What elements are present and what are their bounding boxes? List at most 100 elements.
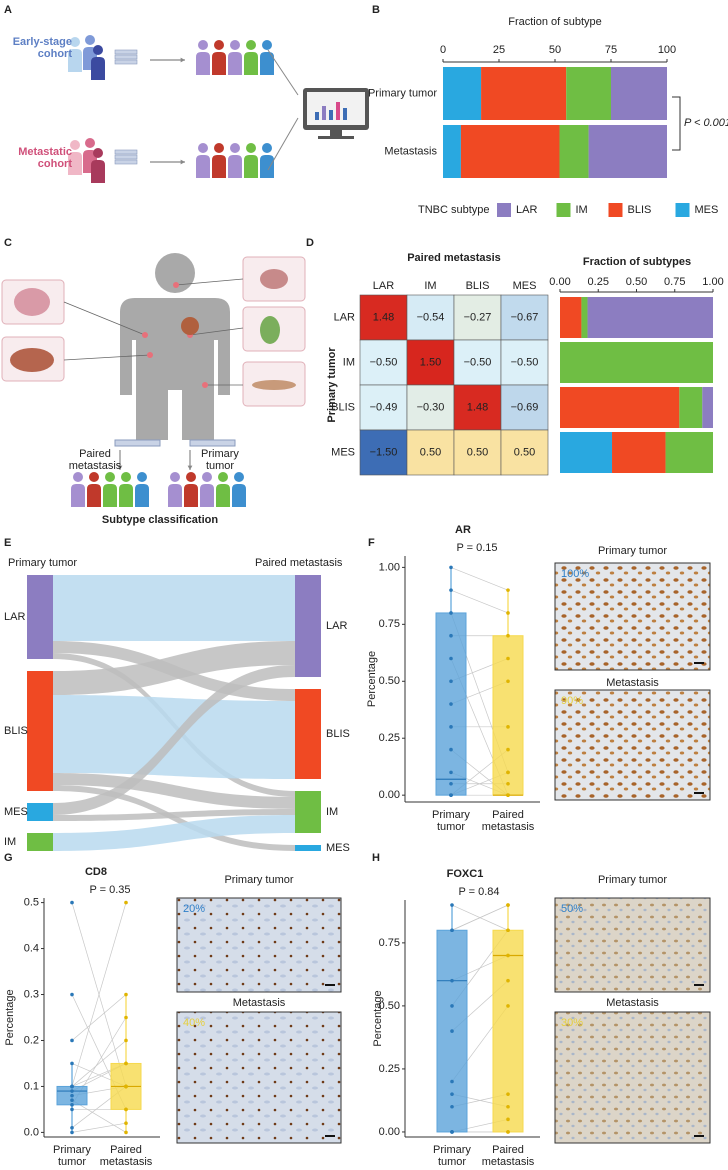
y-tick-label: Primary tumor	[368, 87, 437, 99]
person-icon	[244, 52, 258, 75]
bar-segment	[560, 432, 613, 473]
x-tick-label: 0.75	[664, 276, 685, 288]
point	[449, 679, 453, 684]
image-title: Metastasis	[606, 997, 659, 1009]
body-torso	[120, 298, 230, 440]
person-icon	[196, 155, 210, 178]
arrow-head	[187, 465, 193, 470]
heatmap-cell	[406, 294, 455, 341]
image-title: Metastasis	[233, 997, 286, 1009]
point	[70, 992, 74, 997]
y-tick-label: 0.75	[379, 937, 400, 949]
y-axis-label: Percentage	[4, 989, 16, 1045]
chart-title: FOXC1	[447, 868, 484, 880]
point	[506, 903, 510, 907]
point	[449, 781, 453, 786]
x-tick-label: 25	[493, 44, 505, 56]
cell-label: −0.50	[511, 356, 539, 368]
connector	[267, 49, 299, 96]
person-icon	[246, 143, 256, 153]
x-tick-label: Primary tumor	[433, 1144, 471, 1168]
image-label: 20%	[183, 903, 205, 915]
person-icon	[186, 472, 196, 482]
node	[27, 833, 53, 851]
heatmap-cell	[453, 384, 502, 431]
computer-chart-bar	[336, 102, 340, 120]
node-label: MES	[4, 806, 28, 818]
person-icon	[218, 472, 228, 482]
heatmap-cell	[359, 429, 408, 476]
x-tick-label: Primary tumor	[432, 809, 470, 833]
point	[506, 1004, 510, 1008]
x-tick-label: 50	[549, 44, 561, 56]
slide-icon	[189, 439, 236, 447]
x-tick-label: MES	[513, 280, 537, 292]
legend-label: LAR	[516, 204, 537, 216]
heatmap-cell	[453, 339, 502, 386]
node	[27, 803, 53, 821]
x-tick-label: Paired metastasis	[99, 1144, 153, 1168]
connector	[63, 301, 146, 336]
site-dot	[147, 352, 153, 358]
person-icon	[93, 45, 103, 55]
person-icon	[70, 37, 80, 47]
point	[70, 1084, 74, 1089]
legend-swatch	[497, 203, 511, 217]
person-icon	[168, 484, 182, 507]
flow	[53, 665, 295, 815]
heatmap-cell	[406, 339, 455, 386]
person-icon	[105, 472, 115, 482]
heatmap-cell	[500, 429, 549, 476]
x-tick-label: Primary tumor	[53, 1144, 91, 1168]
heatmap-cell	[406, 429, 455, 476]
point	[124, 1084, 128, 1089]
flow	[53, 815, 295, 851]
cell-label: −0.54	[417, 311, 445, 323]
cell-label: 1.48	[373, 311, 394, 323]
slide-icon	[114, 54, 138, 60]
point	[450, 1004, 454, 1008]
point	[506, 633, 510, 638]
bar-segment	[560, 297, 582, 338]
node-label: BLIS	[4, 725, 28, 737]
person-icon	[260, 52, 274, 75]
bar-segment	[581, 297, 588, 338]
cell-label: −0.50	[370, 356, 398, 368]
point	[506, 1104, 510, 1109]
point	[70, 1061, 74, 1066]
bar-segment	[566, 67, 611, 120]
pair-line	[450, 589, 509, 614]
node-label: LAR	[4, 611, 25, 623]
bar-segment	[588, 125, 667, 178]
image-title: Primary tumor	[224, 874, 293, 886]
x-tick-label: 1.00	[702, 276, 723, 288]
cohort-label: Metastatic cohort	[18, 146, 72, 170]
point	[449, 633, 453, 638]
person-icon	[73, 472, 83, 482]
cohort-label: Early-stage cohort	[12, 36, 72, 60]
significance-bracket	[672, 96, 681, 151]
cell-label: −0.50	[464, 356, 492, 368]
y-tick-label: 0.2	[24, 1034, 39, 1046]
point	[70, 1103, 74, 1107]
person-icon	[70, 140, 80, 150]
pair-line	[450, 567, 509, 591]
computer-chart-bar	[315, 112, 319, 120]
chart-title: CD8	[85, 866, 107, 878]
legend-swatch	[675, 203, 690, 217]
point	[449, 656, 453, 661]
pair-line	[71, 902, 127, 1087]
y-tick-label: 0.75	[379, 618, 400, 630]
person-icon	[68, 49, 82, 72]
point	[506, 770, 510, 775]
cell-label: −0.69	[511, 401, 539, 413]
point	[450, 1079, 454, 1084]
x-tick-label: LAR	[373, 280, 394, 292]
person-icon	[68, 152, 82, 175]
computer-stand	[330, 130, 342, 136]
point	[70, 1098, 74, 1103]
slide-icon	[114, 159, 138, 165]
point	[506, 611, 510, 615]
ihc-image	[554, 562, 711, 671]
